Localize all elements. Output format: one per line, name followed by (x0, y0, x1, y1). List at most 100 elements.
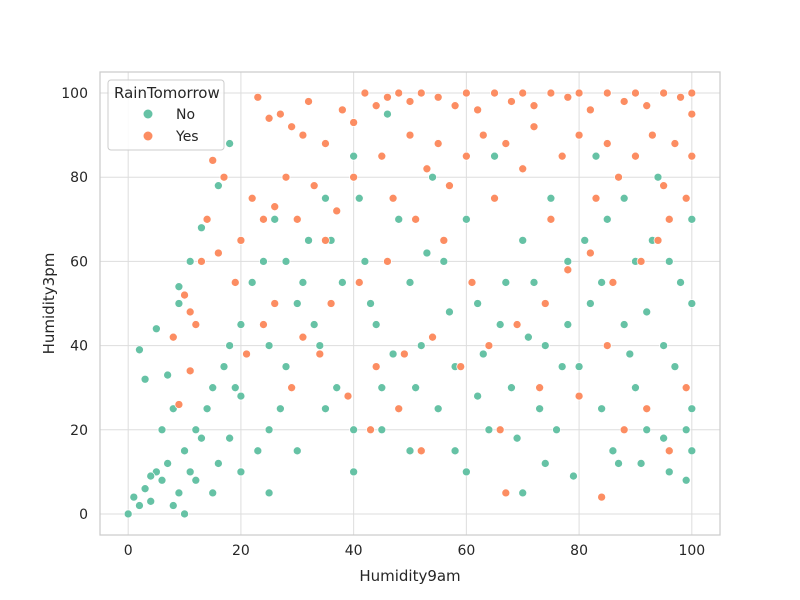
point-no (264, 488, 274, 498)
point-no (360, 257, 370, 266)
point-no (180, 509, 189, 519)
point-no (495, 320, 505, 329)
point-no (281, 362, 291, 371)
point-no (642, 425, 652, 435)
point-no (580, 236, 590, 245)
point-yes (642, 404, 652, 414)
point-no (163, 370, 172, 380)
point-no (225, 433, 234, 443)
x-tick-label: 60 (457, 543, 475, 559)
point-no (123, 509, 133, 519)
point-yes (574, 88, 584, 98)
point-no (219, 362, 229, 371)
point-no (225, 341, 234, 350)
point-yes (586, 105, 595, 115)
point-no (687, 214, 697, 224)
point-yes (411, 214, 420, 224)
point-no (135, 345, 144, 355)
point-yes (574, 130, 584, 140)
point-no (230, 383, 240, 393)
point-yes (676, 92, 685, 102)
point-no (608, 446, 618, 456)
point-no (332, 383, 342, 393)
point-no (321, 193, 330, 203)
point-no (152, 324, 161, 334)
point-no (366, 299, 375, 308)
point-yes (371, 362, 381, 371)
point-no (174, 299, 184, 308)
x-tick-label: 100 (678, 543, 705, 559)
point-yes (388, 193, 398, 203)
point-yes (512, 320, 522, 329)
point-yes (298, 130, 308, 140)
point-yes (292, 214, 302, 224)
point-no (157, 475, 167, 485)
legend-marker-yes (143, 131, 153, 141)
point-no (659, 433, 668, 443)
point-yes (681, 383, 691, 393)
point-no (416, 341, 426, 350)
point-yes (270, 299, 280, 308)
x-axis-label: Humidity9am (359, 567, 460, 585)
point-yes (349, 118, 358, 127)
point-no (208, 383, 218, 393)
point-yes (648, 130, 657, 140)
point-yes (264, 113, 274, 123)
point-no (276, 404, 285, 414)
point-yes (631, 88, 640, 98)
point-yes (309, 181, 319, 190)
point-no (586, 299, 595, 308)
point-yes (405, 97, 415, 106)
point-no (439, 257, 449, 266)
point-yes (631, 151, 640, 161)
y-tick-label: 0 (79, 507, 88, 523)
point-no (191, 475, 201, 485)
point-yes (236, 236, 246, 245)
point-no (349, 151, 358, 161)
point-yes (507, 97, 516, 106)
point-no (168, 501, 178, 510)
y-tick-label: 60 (70, 254, 88, 270)
point-yes (501, 139, 511, 148)
point-no (428, 172, 437, 182)
x-tick-label: 0 (124, 543, 133, 559)
point-yes (315, 349, 325, 359)
point-yes (586, 248, 595, 258)
point-no (619, 193, 629, 203)
point-no (619, 320, 629, 329)
point-yes (602, 88, 612, 98)
point-yes (281, 172, 291, 182)
point-no (394, 214, 404, 224)
point-no (602, 214, 612, 224)
point-yes (602, 341, 612, 350)
point-yes (614, 172, 623, 182)
point-yes (416, 88, 426, 98)
point-no (569, 471, 578, 481)
point-no (354, 193, 364, 203)
point-no (202, 404, 212, 414)
x-tick-labels: 0 20 40 60 80 100 (124, 543, 705, 559)
y-tick-labels: 0 20 40 60 80 100 (61, 86, 88, 523)
x-tick-label: 80 (570, 543, 588, 559)
y-tick-label: 100 (61, 86, 88, 102)
legend-box (107, 79, 225, 151)
point-no (664, 257, 674, 266)
point-yes (473, 105, 482, 115)
point-no (377, 383, 387, 393)
y-axis-label: Humidity3pm (40, 253, 58, 355)
point-no (264, 425, 274, 435)
point-no (405, 278, 415, 287)
point-yes (326, 299, 336, 308)
legend-title: RainTomorrow (114, 84, 220, 102)
point-yes (197, 257, 206, 266)
point-yes (433, 139, 443, 148)
point-no (546, 193, 556, 203)
point-no (383, 109, 392, 119)
point-yes (687, 151, 697, 161)
point-yes (608, 278, 618, 287)
point-no (411, 383, 420, 393)
point-no (574, 362, 584, 371)
point-no (146, 496, 156, 506)
point-yes (529, 101, 539, 111)
point-no (636, 459, 646, 468)
